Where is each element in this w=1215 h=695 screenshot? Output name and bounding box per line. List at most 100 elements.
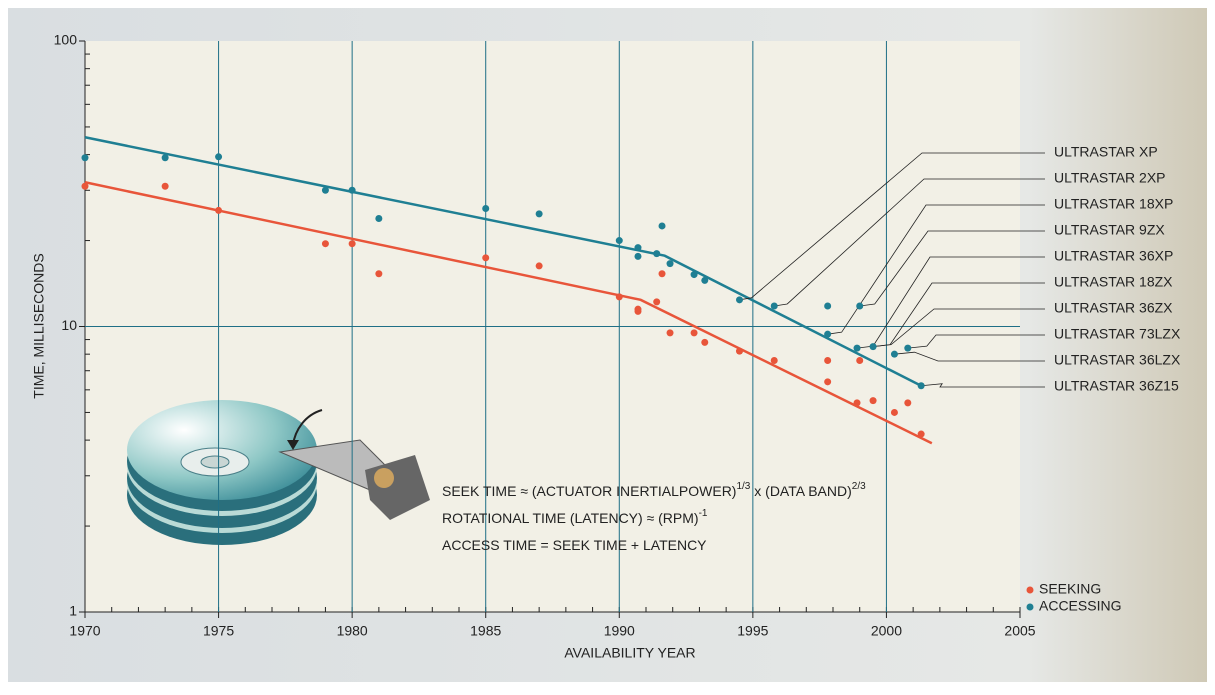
point xyxy=(824,330,832,338)
leader-line xyxy=(907,334,1045,349)
x-tick-label: 2000 xyxy=(871,623,902,639)
annotation: ULTRASTAR 18ZX xyxy=(1054,274,1173,290)
leader-line xyxy=(774,178,1045,307)
point xyxy=(736,347,743,355)
x-tick-label: 1980 xyxy=(337,623,368,639)
point xyxy=(375,214,383,222)
legend-label: ACCESSING xyxy=(1039,598,1121,614)
leader-line xyxy=(856,256,1045,349)
point xyxy=(701,338,709,346)
point xyxy=(904,344,912,352)
point xyxy=(853,344,861,352)
leader-line xyxy=(739,152,1045,301)
point xyxy=(634,244,642,252)
point xyxy=(658,222,666,230)
point xyxy=(666,329,674,337)
superscript: 1/3 xyxy=(736,481,750,492)
x-tick-label: 1975 xyxy=(203,623,234,639)
formula-text: x (DATA BAND) xyxy=(750,483,851,499)
point xyxy=(856,357,864,365)
point xyxy=(824,302,832,310)
annotation: ULTRASTAR 9ZX xyxy=(1054,222,1165,238)
legend-marker xyxy=(1026,603,1034,611)
point xyxy=(904,399,912,407)
point xyxy=(770,357,778,365)
point xyxy=(701,276,709,284)
point xyxy=(348,240,356,248)
point xyxy=(615,293,623,301)
formula: SEEK TIME ≈ (ACTUATOR INERTIALPOWER)1/3 … xyxy=(442,481,866,499)
point xyxy=(658,270,666,278)
point xyxy=(482,205,490,213)
point xyxy=(615,237,623,245)
disk-illustration xyxy=(127,400,430,545)
legend-label: SEEKING xyxy=(1039,581,1101,597)
formula: ROTATIONAL TIME (LATENCY) ≈ (RPM)-1 xyxy=(442,508,708,526)
x-tick-label: 1995 xyxy=(737,623,768,639)
point xyxy=(81,154,89,162)
y-axis-label: TIME, MILLISECONDS xyxy=(31,253,47,398)
point xyxy=(824,378,832,386)
annotation: ULTRASTAR XP xyxy=(1054,144,1158,160)
point xyxy=(869,343,877,351)
point xyxy=(690,271,698,279)
point xyxy=(161,154,169,162)
point xyxy=(535,210,543,218)
point xyxy=(890,408,898,416)
point xyxy=(690,329,698,337)
annotation: ULTRASTAR 36Z15 xyxy=(1054,378,1179,394)
point xyxy=(869,397,877,405)
point xyxy=(215,153,223,161)
point xyxy=(653,298,661,306)
x-axis-label: AVAILABILITY YEAR xyxy=(564,645,695,661)
point xyxy=(917,382,925,390)
annotation: ULTRASTAR 18XP xyxy=(1054,196,1173,212)
formula-text: ROTATIONAL TIME (LATENCY) ≈ (RPM) xyxy=(442,510,699,526)
x-tick-label: 2005 xyxy=(1004,623,1035,639)
point xyxy=(161,182,169,190)
point xyxy=(917,430,925,438)
formula-text: ACCESS TIME = SEEK TIME + LATENCY xyxy=(442,537,707,553)
point xyxy=(853,399,861,407)
point xyxy=(348,186,356,194)
point xyxy=(375,270,383,278)
leader-line xyxy=(859,230,1045,307)
legend-marker xyxy=(1026,586,1034,594)
formula: ACCESS TIME = SEEK TIME + LATENCY xyxy=(442,537,707,553)
point xyxy=(634,307,642,315)
point xyxy=(770,302,778,310)
leader-line xyxy=(827,204,1045,335)
point xyxy=(482,254,490,262)
point xyxy=(666,260,674,268)
annotation: ULTRASTAR 36LZX xyxy=(1054,352,1181,368)
trend-line xyxy=(84,181,933,445)
annotation: ULTRASTAR 36ZX xyxy=(1054,300,1173,316)
point xyxy=(634,252,642,260)
point xyxy=(535,262,543,270)
point xyxy=(856,302,864,310)
y-tick-label: 10 xyxy=(61,317,77,333)
point xyxy=(321,240,329,248)
y-tick-label: 100 xyxy=(54,32,78,48)
annotation: ULTRASTAR 73LZX xyxy=(1054,326,1181,342)
trend-line xyxy=(84,136,922,387)
superscript: -1 xyxy=(699,508,708,519)
leader-line xyxy=(873,308,1045,348)
point xyxy=(824,357,832,365)
annotation: ULTRASTAR 36XP xyxy=(1054,248,1173,264)
point xyxy=(890,350,898,358)
x-tick-label: 1990 xyxy=(604,623,635,639)
point xyxy=(653,250,661,258)
annotation: ULTRASTAR 2XP xyxy=(1054,170,1166,186)
x-tick-label: 1985 xyxy=(470,623,501,639)
superscript: 2/3 xyxy=(852,481,866,492)
leader-line xyxy=(894,351,1045,362)
x-tick-label: 1970 xyxy=(69,623,100,639)
y-tick-label: 1 xyxy=(69,603,77,619)
point xyxy=(81,182,89,190)
point xyxy=(215,206,223,214)
point xyxy=(321,186,329,194)
point xyxy=(736,296,743,304)
formula-text: SEEK TIME ≈ (ACTUATOR INERTIALPOWER) xyxy=(442,483,736,499)
